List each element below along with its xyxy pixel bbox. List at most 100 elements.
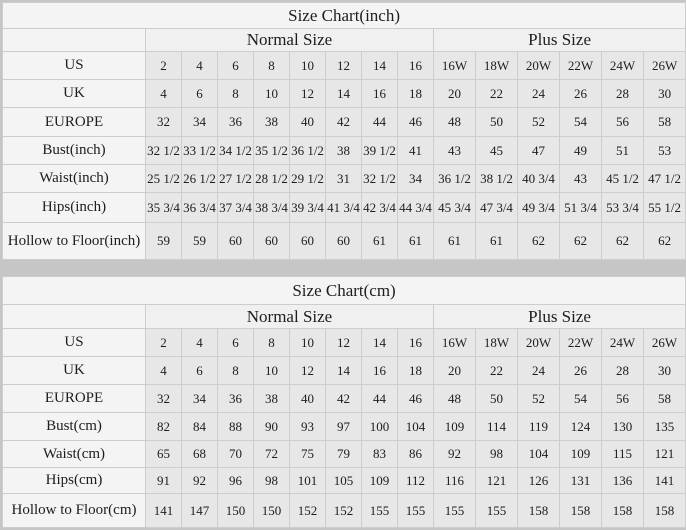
size-cell: 35 1/2 xyxy=(253,136,290,165)
row-label: Hips(inch) xyxy=(2,192,146,223)
size-cell: 79 xyxy=(325,440,362,468)
size-cell: 65 xyxy=(145,440,182,468)
size-cell: 47 1/2 xyxy=(642,164,686,193)
table-row: Waist(inch) 25 1/2 26 1/2 27 1/2 28 1/2 29 1/… xyxy=(2,164,686,193)
size-cell: 152 xyxy=(289,493,326,528)
size-cell: 40 3/4 xyxy=(517,164,560,193)
group-header: Plus Size xyxy=(432,28,686,52)
size-cell: 43 xyxy=(433,136,476,165)
size-cell: 114 xyxy=(475,412,518,441)
size-cell: 136 xyxy=(601,467,644,494)
size-cell: 44 xyxy=(361,107,398,137)
size-cell: 72 xyxy=(253,440,290,468)
size-cell: 29 1/2 xyxy=(289,164,326,193)
size-cell: 18 xyxy=(397,356,434,385)
size-cell: 58 xyxy=(642,384,686,413)
size-cell: 50 xyxy=(475,107,518,137)
size-cell: 22 xyxy=(475,356,518,385)
size-cell: 158 xyxy=(642,493,686,528)
size-cell: 101 xyxy=(289,467,326,494)
size-cell: 28 xyxy=(601,79,644,108)
size-cell: 60 xyxy=(217,222,254,260)
size-cell: 158 xyxy=(559,493,602,528)
row-label: Hollow to Floor(cm) xyxy=(2,493,146,528)
size-cell: 20W xyxy=(517,51,560,80)
row-label: EUROPE xyxy=(2,107,146,137)
table-row: Waist(cm) 65 68 70 72 75 79 83 86 92 98 104 109 115 12… xyxy=(2,440,686,468)
size-cell: 61 xyxy=(397,222,434,260)
size-cell: 119 xyxy=(517,412,560,441)
table-row: Hollow to Floor(cm) 141 147 150 150 152 152 155… xyxy=(2,493,686,528)
size-cell: 44 xyxy=(361,384,398,413)
size-cell: 82 xyxy=(145,412,182,441)
size-cell: 8 xyxy=(253,328,290,357)
size-cell: 92 xyxy=(181,467,218,494)
size-cell: 34 xyxy=(181,384,218,413)
size-cell: 61 xyxy=(433,222,476,260)
size-cell: 121 xyxy=(475,467,518,494)
row-label: UK xyxy=(2,79,146,108)
size-cell: 53 3/4 xyxy=(601,192,644,223)
size-cell: 36 1/2 xyxy=(433,164,476,193)
chart-title: Size Chart(inch) xyxy=(1,2,686,29)
size-cell: 24 xyxy=(517,356,560,385)
size-cell: 75 xyxy=(289,440,326,468)
size-cell: 14 xyxy=(325,79,362,108)
size-cell: 155 xyxy=(397,493,434,528)
size-cell: 12 xyxy=(289,356,326,385)
size-cell: 88 xyxy=(217,412,254,441)
size-cell: 62 xyxy=(559,222,602,260)
size-cell: 10 xyxy=(253,356,290,385)
size-chart-cm-table: Size Chart(cm) Normal Size Plus Size US 2 4 6 8… xyxy=(1,276,686,528)
size-cell: 32 xyxy=(145,384,182,413)
size-cell: 2 xyxy=(145,51,182,80)
size-cell: 34 xyxy=(181,107,218,137)
size-cell: 32 xyxy=(145,107,182,137)
size-cell: 42 xyxy=(325,384,362,413)
size-cell: 16W xyxy=(433,328,476,357)
size-cell: 40 xyxy=(289,107,326,137)
size-cell: 25 1/2 xyxy=(145,164,182,193)
row-label: Bust(inch) xyxy=(2,136,146,165)
size-cell: 38 xyxy=(253,384,290,413)
size-cell: 126 xyxy=(517,467,560,494)
size-cell: 6 xyxy=(217,328,254,357)
size-cell: 26 xyxy=(559,356,602,385)
size-cell: 4 xyxy=(145,79,182,108)
size-cell: 93 xyxy=(289,412,326,441)
size-cell: 104 xyxy=(517,440,560,468)
table-row: US 2 4 6 8 10 12 14 16 16W 18W 20W 22W 24W 26W xyxy=(2,328,686,357)
size-cell: 46 xyxy=(397,384,434,413)
size-cell: 109 xyxy=(361,467,398,494)
size-cell: 61 xyxy=(475,222,518,260)
row-label: UK xyxy=(2,356,146,385)
size-cell: 50 xyxy=(475,384,518,413)
size-cell: 30 xyxy=(642,356,686,385)
size-cell: 10 xyxy=(289,328,326,357)
size-cell: 84 xyxy=(181,412,218,441)
size-cell: 135 xyxy=(642,412,686,441)
size-cell: 115 xyxy=(601,440,644,468)
size-cell: 124 xyxy=(559,412,602,441)
table-row: Hips(inch) 35 3/4 36 3/4 37 3/4 38 3/4 39 3/4… xyxy=(2,192,686,223)
row-label: Waist(inch) xyxy=(2,164,146,193)
size-cell: 98 xyxy=(475,440,518,468)
size-cell: 28 xyxy=(601,356,644,385)
size-cell: 92 xyxy=(433,440,476,468)
size-cell: 45 3/4 xyxy=(433,192,476,223)
size-cell: 62 xyxy=(517,222,560,260)
table-row: Hollow to Floor(inch) 59 59 60 60 60 60 61 61 61 6… xyxy=(2,222,686,260)
size-cell: 155 xyxy=(475,493,518,528)
size-cell: 60 xyxy=(289,222,326,260)
size-cell: 45 xyxy=(475,136,518,165)
size-cell: 49 3/4 xyxy=(517,192,560,223)
size-cell: 36 xyxy=(217,384,254,413)
size-cell: 34 xyxy=(397,164,434,193)
size-cell: 16 xyxy=(397,328,434,357)
size-cell: 39 1/2 xyxy=(361,136,398,165)
chart-title: Size Chart(cm) xyxy=(1,276,686,305)
size-cell: 141 xyxy=(642,467,686,494)
size-cell: 59 xyxy=(181,222,218,260)
size-cell: 54 xyxy=(559,384,602,413)
